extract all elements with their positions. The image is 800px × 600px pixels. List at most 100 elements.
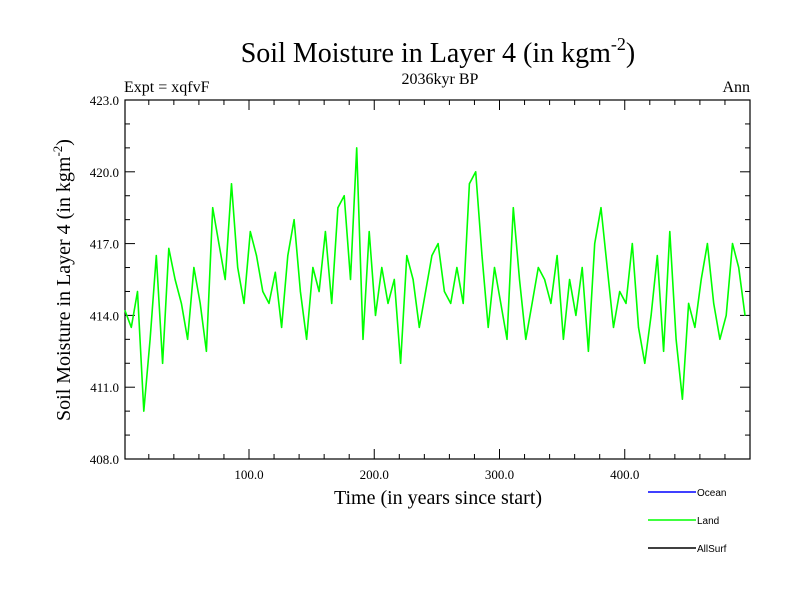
series-point <box>450 302 452 304</box>
series-point <box>406 255 408 257</box>
series-point <box>581 266 583 269</box>
series-point <box>212 207 214 209</box>
y-tick-label: 423.0 <box>90 93 119 108</box>
series-point <box>512 207 514 209</box>
series-point <box>550 302 552 304</box>
series-point <box>688 302 690 304</box>
series-point <box>619 290 621 293</box>
series-point <box>136 290 139 293</box>
x-tick-label: 200.0 <box>360 467 389 482</box>
series-point <box>412 278 414 281</box>
y-axis-label-sup: -2 <box>50 146 65 157</box>
series-point <box>594 243 596 245</box>
series-point <box>306 338 308 340</box>
series-point <box>612 326 615 328</box>
series-point <box>669 231 671 233</box>
x-tick-label: 400.0 <box>610 467 639 482</box>
series-point <box>437 243 439 245</box>
series-point <box>193 266 195 269</box>
series-point <box>349 278 352 281</box>
series-point <box>130 326 132 328</box>
season-label: Ann <box>722 79 750 96</box>
x-axis-label: Time (in years since start) <box>334 487 542 509</box>
series-point <box>374 314 377 316</box>
series-point <box>274 271 276 273</box>
series-point <box>205 350 207 352</box>
series-point <box>199 302 201 304</box>
y-axis-label-main: Soil Moisture in Layer 4 (in kgm <box>53 156 75 421</box>
series-point <box>124 310 126 312</box>
series-point <box>393 278 395 281</box>
series-point <box>400 362 402 364</box>
series-point <box>713 302 715 304</box>
series-point <box>155 255 157 257</box>
series-point <box>500 302 502 304</box>
series-point <box>255 255 258 257</box>
series-point <box>644 362 646 364</box>
series-point <box>324 231 326 233</box>
series-point <box>725 314 727 316</box>
series-point <box>299 290 301 293</box>
series-point <box>493 266 496 269</box>
series-point <box>249 231 251 233</box>
series-point <box>368 231 370 233</box>
series-point <box>187 338 189 340</box>
series-point <box>343 195 345 197</box>
series-point <box>650 314 652 316</box>
series-point <box>356 147 358 149</box>
series-point <box>544 278 546 281</box>
series-point <box>287 255 289 257</box>
series-point <box>531 302 533 304</box>
series-point <box>663 350 665 352</box>
series-point <box>706 243 709 245</box>
series-point <box>281 326 283 328</box>
series-point <box>744 314 746 316</box>
series-point <box>262 290 264 293</box>
series-point <box>418 326 420 328</box>
series-point <box>556 255 558 257</box>
series-point <box>168 247 170 249</box>
series-point <box>738 266 740 269</box>
series-point <box>731 243 734 245</box>
series-point <box>537 266 539 269</box>
series-point <box>224 278 226 281</box>
y-tick-label: 408.0 <box>90 452 119 467</box>
series-point <box>625 302 627 304</box>
chart-title-close: ) <box>626 38 635 69</box>
series-point <box>431 255 433 257</box>
series-point <box>149 338 151 340</box>
series-point <box>637 326 640 328</box>
y-axis-label: Soil Moisture in Layer 4 (in kgm-2) <box>50 139 75 421</box>
series-point <box>312 266 314 269</box>
series-point <box>506 338 508 340</box>
series-group <box>124 147 746 412</box>
y-tick-label: 411.0 <box>90 380 119 395</box>
legend-label-land: Land <box>697 516 719 527</box>
series-point <box>487 326 489 328</box>
series-point <box>387 302 389 304</box>
series-point <box>569 278 571 281</box>
series-point <box>425 290 427 293</box>
series-line-land <box>124 147 746 412</box>
chart-subtitle: 2036kyr BP <box>402 71 479 88</box>
series-point <box>162 362 164 364</box>
series-point <box>456 266 458 269</box>
series-point <box>174 278 176 281</box>
plot-frame <box>124 99 751 460</box>
series-point <box>381 266 383 269</box>
series-point <box>575 314 577 316</box>
series-point <box>468 183 470 185</box>
y-ticks: 408.0 411.0 414.0 417.0 420.0 423.0 <box>90 93 750 467</box>
series-point <box>293 219 295 221</box>
series-point <box>700 278 702 281</box>
series-point <box>180 302 182 304</box>
experiment-label: Expt = xqfvF <box>124 79 210 96</box>
x-tick-label: 100.0 <box>234 467 263 482</box>
series-point <box>230 183 233 185</box>
series-point <box>143 410 145 412</box>
series-point <box>562 338 565 340</box>
series-point <box>631 243 633 245</box>
y-tick-label: 414.0 <box>90 308 119 323</box>
y-tick-label: 417.0 <box>90 237 119 252</box>
